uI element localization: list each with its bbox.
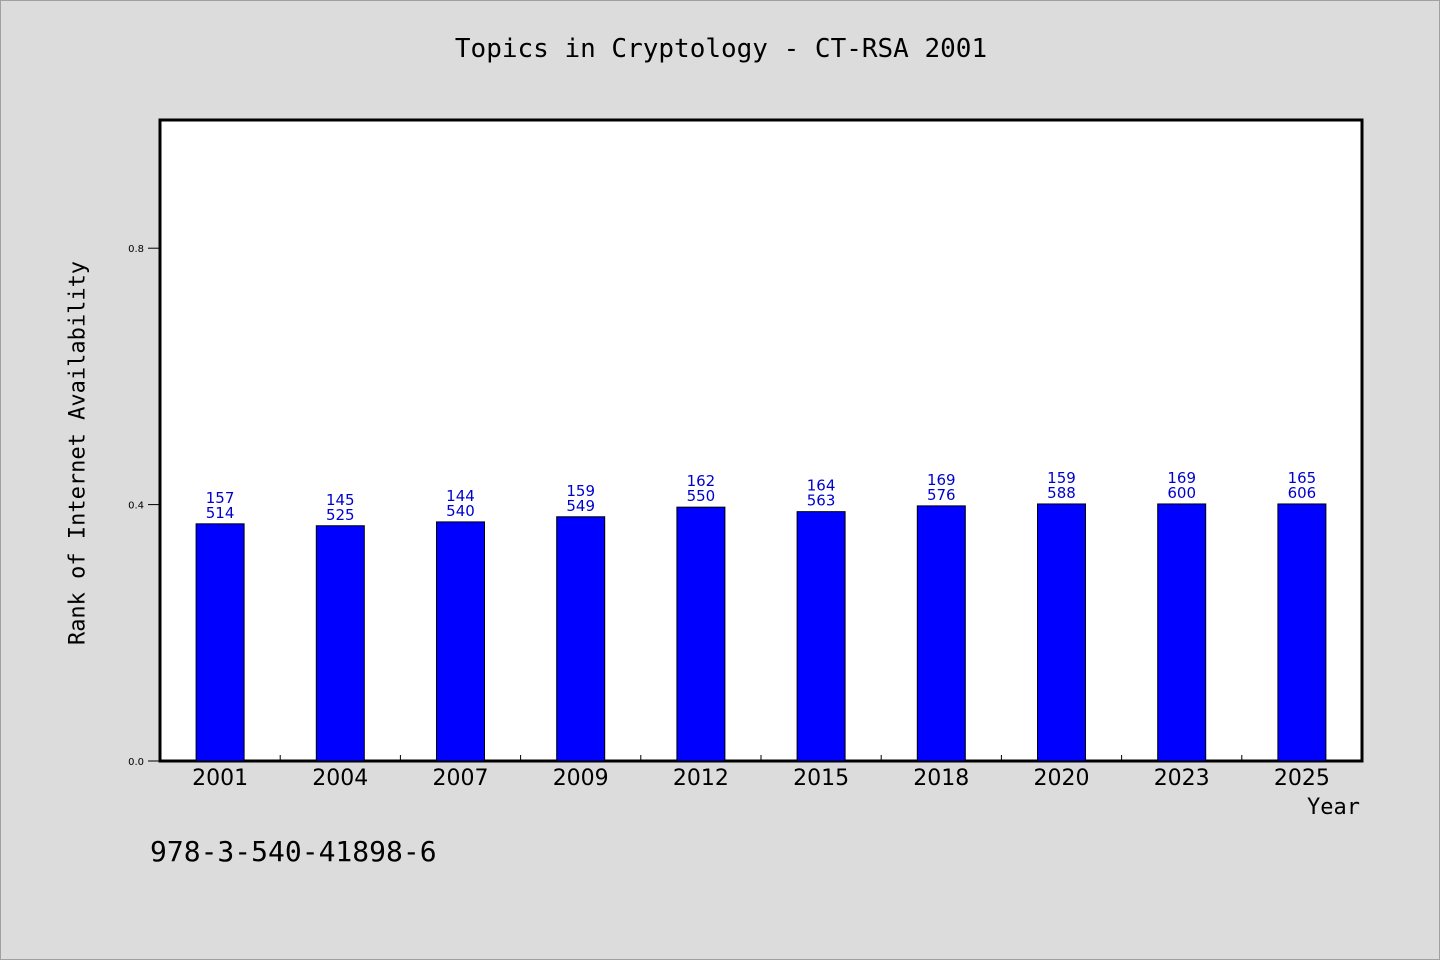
x-tick-label: 2001 <box>192 766 248 791</box>
bar <box>676 506 726 762</box>
bar-label-top: 164 <box>807 477 836 495</box>
y-tick-label: 0.0 <box>128 757 144 768</box>
x-tick-label: 2023 <box>1154 766 1210 791</box>
bar-label-top: 162 <box>687 472 716 490</box>
y-axis: 0.0 0.4 0.8 <box>128 244 160 768</box>
x-axis: 2001 2004 2007 2009 2012 2015 2018 2020 2023 2025 <box>192 755 1330 791</box>
bar-label-top: 169 <box>927 471 956 489</box>
bar <box>1037 503 1086 762</box>
bar-label-top: 145 <box>326 491 355 509</box>
x-tick-label: 2009 <box>553 766 609 791</box>
bar-label-bottom: 549 <box>566 497 595 515</box>
x-tick-label: 2020 <box>1034 766 1090 791</box>
bar-label-top: 169 <box>1167 469 1196 487</box>
bar-label-bottom: 563 <box>807 492 836 510</box>
bar-label-bottom: 540 <box>446 502 475 520</box>
bar <box>195 523 245 762</box>
bar <box>1277 503 1327 762</box>
x-tick-label: 2012 <box>673 766 729 791</box>
bar-label-bottom: 600 <box>1167 484 1196 502</box>
chart-title: Topics in Cryptology - CT-RSA 2001 <box>454 34 988 64</box>
bar <box>315 525 365 762</box>
bar <box>796 511 846 762</box>
isbn-caption: 978-3-540-41898-6 <box>150 835 437 868</box>
bar-label-top: 159 <box>566 482 595 500</box>
bar-label-bottom: 576 <box>927 486 956 504</box>
bar <box>556 516 606 762</box>
x-tick-label: 2015 <box>793 766 849 791</box>
bar-label-bottom: 525 <box>326 506 355 524</box>
bar-label-top: 165 <box>1288 469 1317 487</box>
bar-label-bottom: 514 <box>206 504 235 522</box>
x-tick-label: 2007 <box>433 766 489 791</box>
y-tick-label: 0.4 <box>128 501 144 512</box>
bar-label-top: 157 <box>206 489 235 507</box>
bar-label-bottom: 588 <box>1047 484 1076 502</box>
bar-label-bottom: 606 <box>1288 484 1317 502</box>
x-tick-label: 2025 <box>1274 766 1330 791</box>
bar <box>916 505 966 762</box>
bar-label-bottom: 550 <box>687 487 716 505</box>
x-axis-label: Year <box>1307 795 1360 820</box>
bar-series: 1575141455251445401595491625501645631695… <box>195 469 1327 762</box>
y-tick-label: 0.8 <box>128 244 144 255</box>
bar-label-top: 144 <box>446 487 475 505</box>
x-tick-label: 2004 <box>312 766 368 791</box>
x-tick-label: 2018 <box>913 766 969 791</box>
bar <box>436 521 485 762</box>
bar <box>1157 503 1207 762</box>
bar-label-top: 159 <box>1047 469 1076 487</box>
